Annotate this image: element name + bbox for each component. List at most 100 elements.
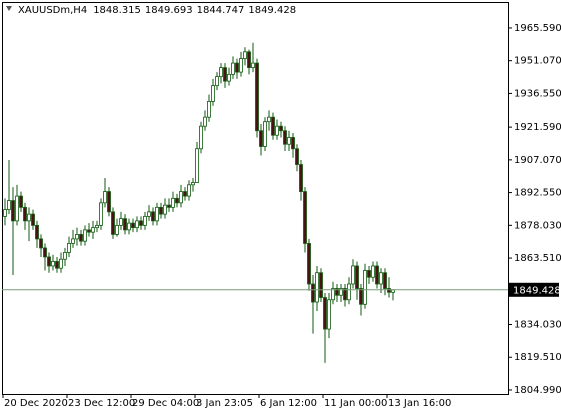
candle-body: [307, 243, 311, 285]
candle-body: [3, 209, 7, 217]
candle-body: [323, 297, 327, 330]
candle-body: [35, 224, 39, 240]
candle-body: [175, 197, 179, 204]
candle-body: [327, 299, 331, 330]
candle-body: [347, 283, 351, 301]
y-tick-label: 1863.510: [514, 253, 561, 264]
candle-body: [71, 238, 75, 244]
candle-body: [151, 211, 155, 222]
collapse-icon: [6, 6, 12, 11]
y-tick-label: 1819.510: [514, 352, 561, 363]
candle-body: [251, 62, 255, 68]
candle-body: [299, 164, 303, 192]
candle-body: [259, 130, 263, 147]
x-tick-label: 23 Dec 12:00: [68, 398, 135, 409]
candle-body: [127, 222, 131, 231]
candle-body: [191, 182, 195, 186]
candle-body: [375, 265, 379, 285]
candle-body: [311, 283, 315, 303]
candle-body: [263, 121, 267, 147]
candle-body: [15, 195, 19, 222]
candle-body: [39, 238, 43, 249]
candle-body: [219, 67, 223, 78]
candle-body: [95, 224, 99, 229]
candle-body: [67, 243, 71, 253]
candle-body: [99, 202, 103, 226]
y-tick-label: 1804.990: [514, 385, 561, 396]
candle-body: [19, 195, 23, 208]
candle-body: [43, 247, 47, 258]
candle-body: [63, 252, 67, 260]
y-tick-label: 1907.070: [514, 155, 561, 166]
candle-body: [207, 101, 211, 118]
candle-body: [383, 272, 387, 289]
candle-body: [187, 184, 191, 197]
candle-body: [255, 62, 259, 132]
candle-body: [235, 62, 239, 73]
candle-body: [267, 116, 271, 123]
chart-title: XAUUSDm,H4: [18, 5, 87, 16]
candle-body: [163, 204, 167, 215]
candle-body: [315, 272, 319, 303]
candle-body: [47, 256, 51, 267]
candle-body: [303, 191, 307, 244]
candle-body: [183, 191, 187, 197]
x-tick-label: 11 Jan 00:00: [324, 398, 387, 409]
candle-body: [123, 218, 127, 231]
candle-body: [335, 288, 339, 296]
candle-body: [283, 130, 287, 145]
candle-body: [135, 220, 139, 229]
candle-body: [107, 191, 111, 213]
candle-body: [203, 116, 207, 127]
y-tick-label: 1936.550: [514, 88, 561, 99]
candle-body: [7, 200, 11, 211]
candle-body: [159, 206, 163, 215]
candle-body: [111, 211, 115, 235]
x-tick-label: 3 Jan 23:05: [196, 398, 253, 409]
candle-body: [103, 191, 107, 204]
y-tick-label: 1834.030: [514, 320, 561, 331]
candle-body: [247, 51, 251, 68]
price-label-box: [509, 282, 559, 297]
candle-body: [119, 218, 123, 226]
candle-body: [211, 85, 215, 102]
candle-body: [295, 148, 299, 165]
header-close: 1849.428: [248, 5, 296, 16]
price-label: 1849.428: [513, 285, 561, 296]
candle-body: [355, 265, 359, 289]
x-tick-label: 6 Jan 12:00: [260, 398, 317, 409]
candle-body: [367, 270, 371, 278]
candle-body: [371, 265, 375, 278]
candle-body: [287, 137, 291, 145]
candle-body: [379, 272, 383, 285]
candle-body: [359, 288, 363, 305]
y-tick-label: 1965.590: [514, 23, 561, 34]
candle-body: [115, 224, 119, 235]
y-tick-label: 1951.070: [514, 56, 561, 67]
candle-body: [199, 125, 203, 150]
x-tick-label: 13 Jan 16:00: [388, 398, 451, 409]
chart-header: XAUUSDm,H4 1848.315 1849.693 1844.747 1849.4…: [18, 5, 296, 16]
candle-body: [227, 73, 231, 82]
candle-body: [27, 213, 31, 222]
x-tick-label: 29 Dec 04:00: [132, 398, 199, 409]
candle-body: [231, 62, 235, 75]
header-low: 1844.747: [197, 5, 245, 16]
candle-body: [279, 125, 283, 132]
candle-body: [79, 234, 83, 242]
candle-body: [271, 116, 275, 136]
candle-body: [363, 270, 367, 305]
y-tick-label: 1892.550: [514, 188, 561, 199]
candle-body: [223, 67, 227, 82]
y-tick-label: 1921.590: [514, 122, 561, 133]
candle-body: [139, 220, 143, 226]
candle-body: [11, 200, 15, 222]
candle-body: [319, 272, 323, 298]
candle-body: [291, 137, 295, 150]
candle-body: [343, 288, 347, 301]
plot-frame: [2, 2, 509, 395]
candle-body: [131, 222, 135, 229]
candle-body: [147, 211, 151, 217]
candle-body: [91, 227, 95, 233]
